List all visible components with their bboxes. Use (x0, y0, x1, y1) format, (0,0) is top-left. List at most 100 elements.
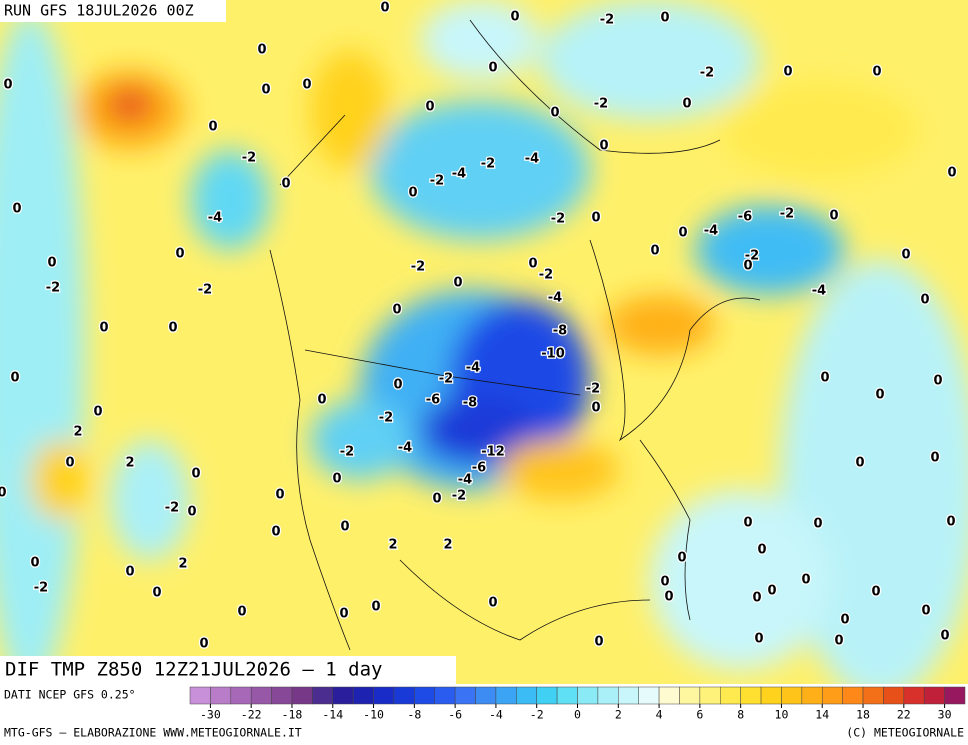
contour-label: -4 (704, 224, 718, 239)
contour-label: -2 (242, 151, 256, 166)
contour-label: 0 (302, 78, 311, 93)
contour-label: 0 (550, 106, 559, 121)
contour-label: 0 (408, 186, 417, 201)
contour-label: -12 (481, 445, 505, 460)
colorbar-tick-label: -8 (407, 708, 421, 722)
contour-label: 0 (281, 177, 290, 192)
contour-label: 0 (743, 259, 752, 274)
contour-label: 0 (767, 584, 776, 599)
contour-label: 0 (168, 321, 177, 336)
contour-label: 0 (175, 247, 184, 262)
colorbar-swatch (658, 686, 680, 705)
colorbar-swatch (720, 686, 741, 705)
contour-label: 0 (813, 517, 822, 532)
colorbar-swatch (923, 686, 945, 705)
colorbar-tick-label: 14 (815, 708, 829, 722)
colorbar-swatch (781, 686, 803, 705)
colorbar-tick-label: -10 (363, 708, 384, 722)
contour-label: 0 (650, 244, 659, 259)
contour-label: 0 (99, 321, 108, 336)
contour-label: -6 (426, 393, 440, 408)
contour-label: 0 (801, 573, 810, 588)
colorbar-tick-label: 18 (856, 708, 870, 722)
colorbar-swatch (556, 686, 578, 705)
contour-label: -2 (551, 212, 565, 227)
contour-label: 0 (257, 43, 266, 58)
contour-label: 0 (594, 635, 603, 650)
coastlines (269, 19, 761, 651)
contour-label: 0 (528, 257, 537, 272)
contour-label: 0 (488, 596, 497, 611)
contour-label: 0 (591, 211, 600, 226)
colorbar-swatch (352, 686, 374, 705)
contour-label: -4 (208, 211, 222, 226)
contour-label: -2 (481, 157, 495, 172)
colorbar-tick-label: 30 (938, 708, 952, 722)
contour-label: 0 (872, 65, 881, 80)
colorbar-tick-label: 8 (737, 708, 744, 722)
contour-label: 0 (754, 632, 763, 647)
contour-label: 0 (682, 97, 691, 112)
contour-label: 0 (47, 256, 56, 271)
colorbar-swatch (821, 686, 843, 705)
contour-label: 0 (93, 405, 102, 420)
colorbar-swatch (495, 686, 517, 705)
contour-label: 0 (940, 629, 949, 644)
contour-label: -8 (463, 396, 477, 411)
contour-label: -4 (452, 167, 466, 182)
colorbar-swatch (883, 686, 905, 705)
contour-label: 2 (73, 425, 82, 440)
contour-label: 0 (237, 605, 246, 620)
contour-label: 0 (30, 556, 39, 571)
colorbar-tick-label: 2 (615, 708, 622, 722)
colorbar-tick-label: -4 (489, 708, 503, 722)
header-box (0, 0, 226, 22)
contour-label: 0 (12, 202, 21, 217)
contour-label: 0 (677, 551, 686, 566)
contour-label: 0 (191, 467, 200, 482)
colorbar-swatch (271, 686, 293, 705)
contour-label: -2 (165, 501, 179, 516)
contour-label: 0 (488, 61, 497, 76)
contour-label: -2 (586, 382, 600, 397)
colorbar-tick-label: -30 (200, 708, 221, 722)
contour-label: 0 (392, 303, 401, 318)
contour-label: 2 (125, 456, 134, 471)
contour-label: 0 (0, 486, 7, 501)
contour-label: 0 (371, 600, 380, 615)
colorbar-swatch (638, 686, 660, 705)
contour-label: 0 (261, 83, 270, 98)
contour-label: -2 (600, 13, 614, 28)
colorbar-swatch (393, 686, 415, 705)
colorbar-swatch (577, 686, 599, 705)
contour-label: 0 (930, 451, 939, 466)
contour-label: -2 (46, 281, 60, 296)
contour-label: 0 (591, 401, 600, 416)
colorbar-swatch (679, 686, 701, 705)
contour-label: 0 (187, 505, 196, 520)
contour-label: -2 (198, 283, 212, 298)
contour-label: 0 (933, 374, 942, 389)
contour-label: 0 (3, 78, 12, 93)
colorbar-swatch (740, 686, 762, 705)
contour-label: -2 (745, 249, 759, 264)
colorbar-tick-label: -2 (530, 708, 544, 722)
colorbar-swatch (189, 686, 211, 705)
contour-label: 0 (660, 11, 669, 26)
colorbar-swatch (618, 686, 639, 705)
contour-label: 0 (820, 371, 829, 386)
contour-label: 0 (921, 604, 930, 619)
contour-label: 0 (332, 472, 341, 487)
contour-label: 0 (453, 276, 462, 291)
colorbar-tick-label: -18 (282, 708, 303, 722)
contour-label: 0 (920, 293, 929, 308)
contour-label: 0 (317, 393, 326, 408)
contour-label: -2 (340, 445, 354, 460)
contour-label: 0 (339, 607, 348, 622)
colorbar-swatch (250, 686, 272, 705)
contour-label: 0 (65, 456, 74, 471)
contour-label: 0 (660, 575, 669, 590)
footer-right: (C) METEOGIORNALE (846, 726, 964, 740)
